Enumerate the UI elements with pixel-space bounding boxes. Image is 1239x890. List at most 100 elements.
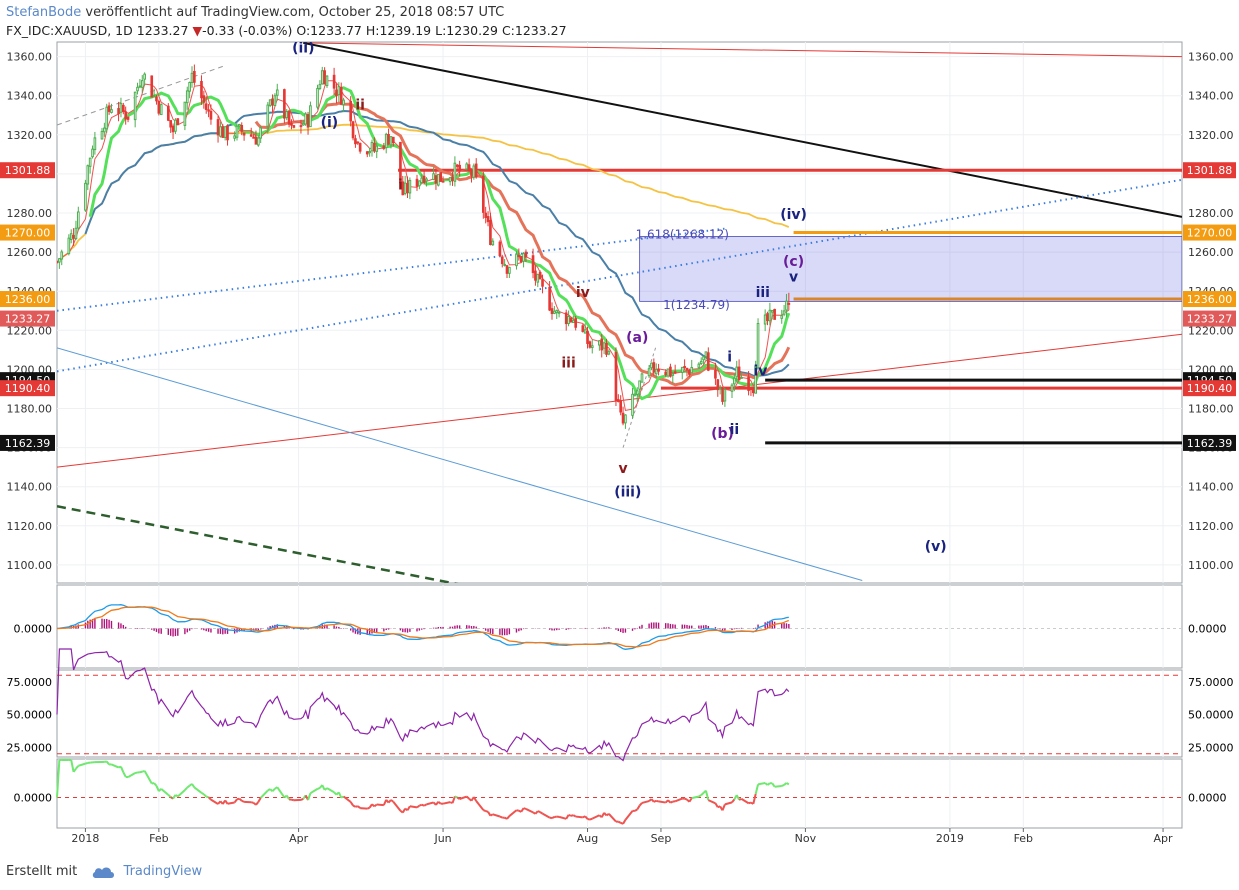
oscillator-segment [255, 801, 260, 806]
oscillator-segment [227, 801, 235, 805]
x-tick-label: 2019 [936, 832, 964, 845]
candle-body [107, 105, 111, 112]
candle-body [697, 363, 701, 368]
chart-header-line1: StefanBode veröffentlicht auf TradingVie… [6, 5, 504, 20]
candle-body [266, 104, 270, 127]
oscillator-segment [731, 798, 736, 804]
x-tick-label: Aug [577, 832, 598, 845]
candle-body [704, 351, 708, 357]
candle-body [320, 70, 324, 85]
candle-body [290, 122, 293, 126]
oscillator-segment [210, 798, 219, 805]
oscillator-segment [472, 796, 478, 802]
oscillator-segment [236, 797, 240, 801]
price-tag-right [1183, 380, 1236, 397]
price-tag-right-text: 1301.88 [1187, 164, 1233, 177]
candle-body [202, 95, 206, 103]
oscillator-segment [688, 797, 693, 803]
candle-body [588, 341, 592, 348]
x-tick-label: Apr [1154, 832, 1174, 845]
oscillator-segment [785, 782, 790, 786]
candle-body [249, 134, 253, 137]
candle-body [157, 100, 161, 114]
y-tick-label-left: 1220.00 [7, 324, 53, 337]
candle-body [221, 126, 225, 138]
oscillator-segment [667, 799, 672, 804]
oscillator-segment [532, 811, 536, 815]
oscillator-segment [238, 797, 243, 802]
candle-body [138, 85, 142, 88]
oscillator-segment [75, 765, 80, 770]
oscillator-axis-left: 0.0000 [14, 792, 53, 805]
oscillator-segment [426, 801, 434, 806]
candle-body [491, 240, 495, 246]
candle-body [436, 174, 440, 186]
last-price: 1233.27 [136, 23, 189, 38]
wave-label: (iv) [780, 207, 807, 223]
oscillator-segment [134, 771, 138, 775]
candle-body [451, 176, 454, 182]
oscillator-segment [317, 787, 321, 790]
candle-body [373, 142, 376, 152]
trendline-red-top [303, 42, 1182, 58]
candle-body [690, 366, 694, 374]
x-tick-label: Feb [149, 832, 168, 845]
candle-body [441, 180, 445, 183]
tradingview-brand[interactable]: TradingView [123, 864, 203, 879]
candle-body [718, 387, 722, 390]
price-tag-left [0, 291, 55, 308]
oscillator-segment [669, 800, 674, 804]
candle-body [465, 163, 469, 170]
candle-body [238, 124, 241, 127]
dashed-green-line [57, 505, 459, 583]
candle-body [505, 265, 509, 274]
candle-body [259, 127, 263, 139]
price-tag-left [0, 434, 55, 451]
candle-body [647, 368, 651, 377]
candle-body [418, 180, 421, 187]
oscillator-segment [285, 795, 290, 800]
oscillator-segment [549, 816, 553, 820]
candle-body [301, 122, 305, 126]
candle-body [190, 72, 194, 84]
candle-body [136, 86, 139, 92]
oscillator-segment [754, 784, 760, 795]
price-panel [56, 41, 1183, 584]
candle-body [481, 175, 485, 213]
author-name[interactable]: StefanBode [6, 5, 82, 20]
oscillator-segment [748, 801, 752, 805]
candle-body [425, 178, 428, 182]
oscillator-segment [127, 772, 136, 779]
candle-body [633, 393, 637, 396]
candle-body [766, 313, 769, 322]
y-tick-label-left: 1320.00 [7, 129, 53, 142]
oscillator-segment [525, 808, 534, 814]
oscillator-segment [416, 804, 420, 809]
oscillator-segment [658, 800, 666, 804]
candle-body [555, 310, 559, 314]
price-tag-right-text: 1236.00 [1187, 293, 1233, 306]
tradingview-cloud-icon [93, 867, 115, 878]
price-tag-left-text: 1270.00 [5, 227, 51, 240]
oscillator-segment [120, 766, 125, 773]
candle-body [574, 318, 578, 328]
candle-body [124, 111, 128, 120]
x-tick-label: Apr [289, 832, 309, 845]
oscillator-segment [274, 786, 278, 790]
oscillator-segment [291, 798, 295, 802]
candle-body [140, 80, 144, 88]
candle-body [273, 95, 277, 107]
candle-body [470, 170, 473, 176]
oscillator-segment [700, 792, 705, 796]
candle-body [370, 141, 374, 152]
candle-body [256, 137, 260, 146]
oscillator-segment [78, 762, 86, 767]
oscillator-segment [572, 814, 577, 818]
candle-body [747, 376, 750, 391]
oscillator-segment [184, 786, 189, 791]
oscillator-segment [174, 794, 179, 798]
oscillator-segment [141, 769, 145, 773]
oscillator-segment [326, 787, 335, 794]
y-tick-label-left: 1100.00 [7, 559, 53, 572]
